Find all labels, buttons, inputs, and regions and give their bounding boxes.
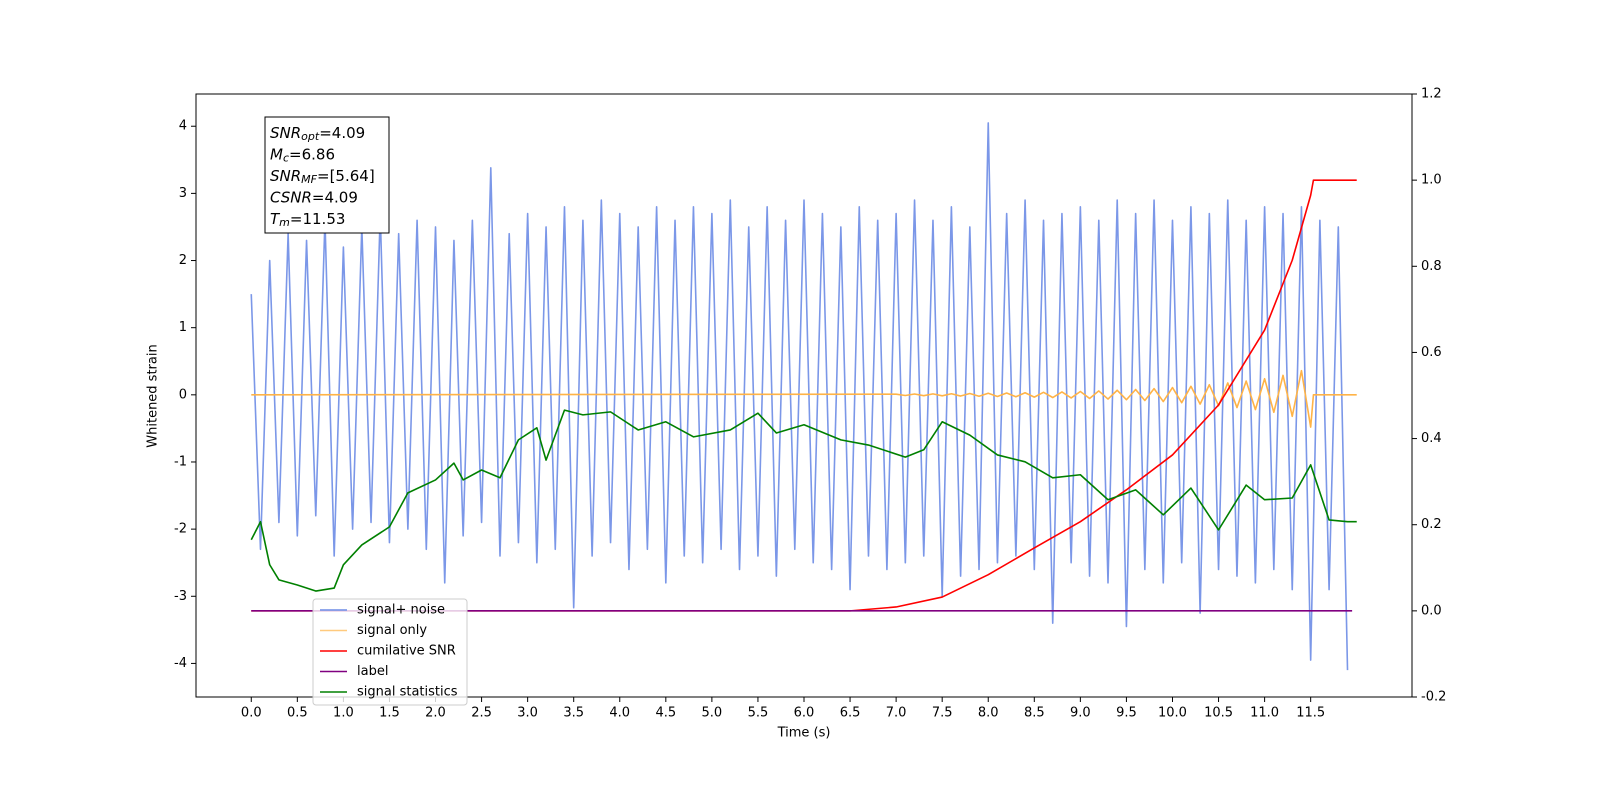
x-tick-label: 10.5 — [1204, 706, 1233, 721]
x-tick-label: 11.5 — [1296, 706, 1325, 721]
annotation-line: CSNR=4.09 — [270, 188, 358, 206]
x-tick-label: 4.5 — [655, 706, 676, 721]
y-tick-label: -4 — [174, 656, 187, 671]
x-tick-label: 5.0 — [702, 706, 723, 721]
y2-tick-label: 1.0 — [1421, 173, 1442, 188]
x-tick-label: 7.5 — [932, 706, 953, 721]
x-tick-label: 10.0 — [1158, 706, 1187, 721]
annotation-value: =4.09 — [319, 124, 365, 142]
y2-tick-label: 1.2 — [1421, 87, 1442, 102]
legend-label: signal statistics — [357, 685, 458, 700]
x-tick-label: 8.5 — [1024, 706, 1045, 721]
y2-tick-label: 0.8 — [1421, 259, 1442, 274]
annotation-line: SNRopt=4.09 — [270, 124, 365, 144]
x-tick-label: 11.0 — [1250, 706, 1279, 721]
annotation-line: SNRMF=[5.64] — [270, 167, 375, 187]
legend-label: cumilative SNR — [357, 644, 456, 659]
annotation-name: T — [270, 210, 281, 228]
x-tick-label: 3.5 — [563, 706, 584, 721]
y-tick-label: 0 — [179, 387, 187, 402]
annotation-name: SNR — [270, 167, 301, 185]
y2-tick-label: -0.2 — [1421, 690, 1446, 705]
x-tick-label: 1.5 — [379, 706, 400, 721]
y2-tick-label: 0.6 — [1421, 345, 1442, 360]
y2-tick-label: 0.2 — [1421, 517, 1442, 532]
plot-frame — [195, 93, 1413, 698]
series-line — [251, 179, 1357, 612]
y2-tick-label: 0.4 — [1421, 431, 1442, 446]
y-tick-label: -2 — [174, 522, 187, 537]
legend-label: signal only — [357, 623, 427, 638]
y-tick-label: 3 — [179, 186, 187, 201]
x-tick-label: 0.0 — [241, 706, 262, 721]
annotation-name: CSNR — [270, 188, 312, 206]
series-line — [250, 122, 1349, 671]
x-tick-label: 8.0 — [978, 706, 999, 721]
y2-tick-label: 0.0 — [1421, 603, 1442, 618]
x-tick-label: 9.5 — [1116, 706, 1137, 721]
annotation-value: =[5.64] — [317, 167, 375, 185]
legend-label: label — [357, 664, 388, 679]
x-tick-label: 1.0 — [333, 706, 354, 721]
legend-label: signal+ noise — [357, 603, 445, 618]
annotation-value: =11.53 — [290, 210, 346, 228]
legend-box — [312, 598, 468, 706]
x-tick-label: 6.5 — [840, 706, 861, 721]
series-line — [250, 409, 1357, 592]
annotation-subscript: opt — [301, 130, 320, 143]
annotation-line: Mc=6.86 — [270, 145, 335, 165]
x-tick-label: 2.5 — [471, 706, 492, 721]
annotation-name: M — [270, 145, 283, 163]
x-tick-label: 6.0 — [794, 706, 815, 721]
annotation-value: =6.86 — [289, 145, 335, 163]
series-line — [251, 369, 1357, 428]
x-tick-label: 2.0 — [425, 706, 446, 721]
y-tick-label: 4 — [179, 119, 187, 134]
annotation-value: =4.09 — [312, 188, 358, 206]
x-tick-label: 0.5 — [287, 706, 308, 721]
annotation-line: Tm=11.53 — [270, 210, 345, 230]
x-tick-label: 4.0 — [609, 706, 630, 721]
y-tick-label: 2 — [179, 253, 187, 268]
x-tick-label: 3.0 — [517, 706, 538, 721]
x-axis-label: Time (s) — [777, 726, 831, 741]
x-tick-label: 5.5 — [748, 706, 769, 721]
x-tick-label: 9.0 — [1070, 706, 1091, 721]
annotation-box — [264, 116, 390, 234]
annotation-subscript: MF — [301, 173, 317, 186]
annotation-name: SNR — [270, 124, 301, 142]
y-axis-label: Whitened strain — [146, 344, 161, 447]
y-tick-label: -3 — [174, 589, 187, 604]
annotation-subscript: m — [279, 216, 290, 229]
y-tick-label: -1 — [174, 454, 187, 469]
annotation-subscript: c — [283, 152, 289, 165]
x-tick-label: 7.0 — [886, 706, 907, 721]
y-tick-label: 1 — [179, 320, 187, 335]
